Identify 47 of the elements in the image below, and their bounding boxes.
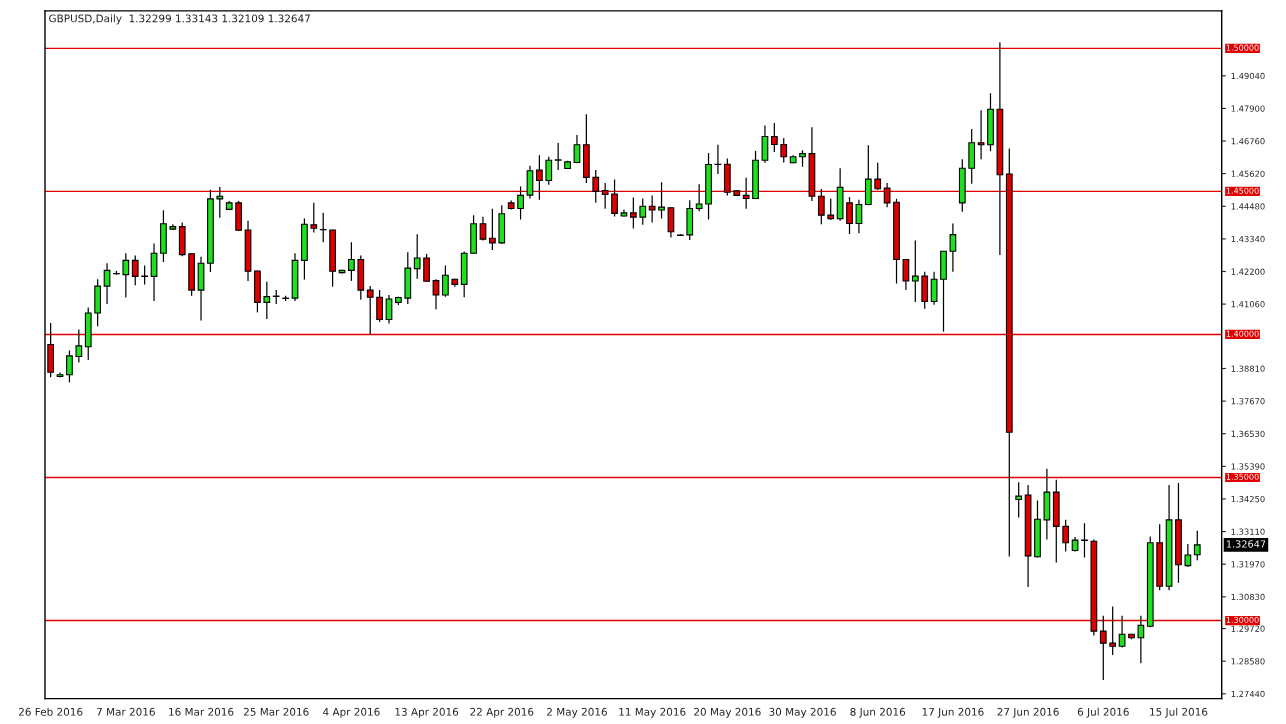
x-tick-label: 8 Jun 2016: [850, 707, 906, 718]
x-tick-label: 26 Feb 2016: [19, 707, 83, 716]
y-tick-label: 1.49040: [1231, 72, 1265, 80]
y-tick-label: 1.31970: [1231, 561, 1265, 568]
ref-line-label: 1.45000: [1226, 187, 1259, 194]
y-tick-label: 1.43340: [1231, 235, 1265, 243]
y-tick-label: 1.37670: [1231, 398, 1265, 405]
y-tick-label: 1.27440: [1231, 690, 1265, 698]
y-tick-label: 1.45620: [1231, 170, 1265, 177]
y-tick-label: 1.30830: [1231, 593, 1265, 601]
y-tick-label: 1.36530: [1231, 430, 1265, 438]
y-tick-label: 1.41060: [1231, 301, 1265, 308]
candlestick: [1118, 615, 1126, 648]
x-tick-label: 22 Apr 2016: [470, 707, 534, 718]
ref-line-label: 1.50000: [1226, 44, 1259, 51]
x-tick-label: 25 Mar 2016: [243, 707, 309, 716]
candlestick: [949, 223, 957, 272]
ref-line-label: 1.40000: [1226, 330, 1259, 337]
y-tick-label: 1.38810: [1231, 365, 1265, 372]
ref-line-label: 1.35000: [1226, 473, 1259, 480]
x-tick-label: 27 Jun 2016: [997, 707, 1059, 718]
x-tick-label: 15 Jul 2016: [1150, 707, 1208, 718]
y-tick-label: 1.28580: [1231, 658, 1265, 665]
y-tick-label: 1.44480: [1231, 203, 1265, 210]
x-tick-label: 30 May 2016: [769, 707, 836, 718]
x-tick-label: 16 Mar 2016: [169, 707, 234, 716]
x-tick-label: 4 Apr 2016: [323, 707, 380, 718]
candlestick: [150, 243, 158, 301]
candlestick: [977, 110, 985, 160]
x-tick-label: 7 Mar 2016: [96, 707, 155, 716]
y-tick-label: 1.33110: [1231, 528, 1265, 535]
candlestick: [103, 263, 111, 305]
x-tick-label: 11 May 2016: [619, 707, 686, 718]
y-tick-label: 1.47900: [1231, 105, 1265, 112]
text: 1.32647: [1226, 540, 1266, 548]
y-tick-label: 1.29720: [1231, 625, 1265, 632]
x-tick-label: 13 Apr 2016: [395, 707, 459, 718]
x-tick-label: 2 May 2016: [547, 707, 607, 718]
chart-title: GBPUSD,Daily 1.32299 1.33143 1.32109 1.32647: [49, 14, 310, 25]
y-tick-label: 1.35390: [1231, 463, 1265, 470]
x-tick-label: 20 May 2016: [694, 707, 761, 718]
y-tick-label: 1.46760: [1231, 138, 1265, 145]
ref-line-label: 1.30000: [1226, 616, 1259, 623]
x-tick-label: 6 Jul 2016: [1077, 707, 1129, 718]
y-tick-label: 1.34250: [1231, 495, 1265, 503]
y-tick-label: 1.42200: [1231, 268, 1265, 275]
x-tick-label: 17 Jun 2016: [922, 707, 984, 718]
